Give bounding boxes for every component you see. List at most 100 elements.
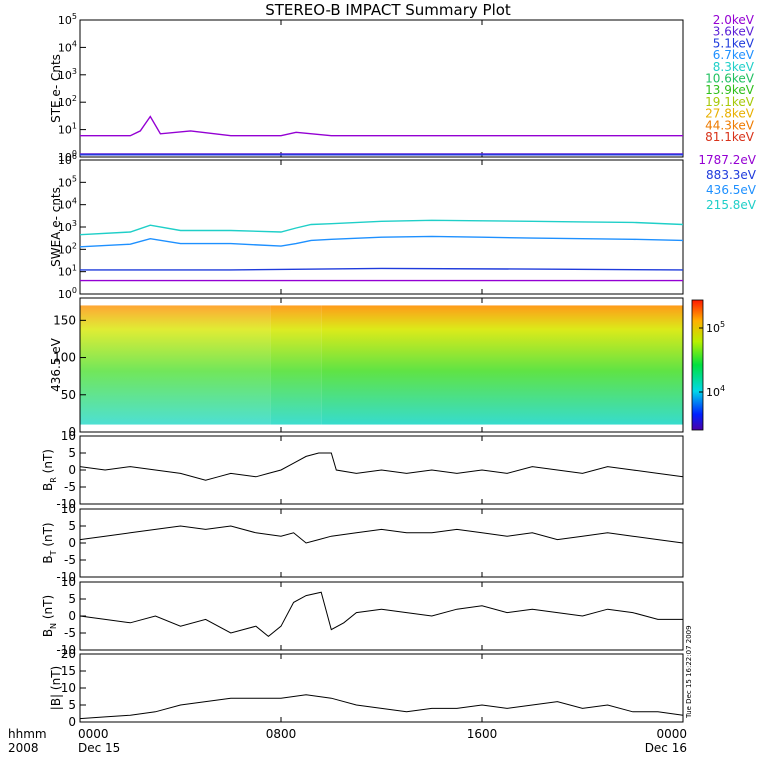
- swea-legend-entry: 883.3eV: [706, 168, 757, 182]
- swea-ytick-label: 100: [58, 286, 77, 301]
- swea-ytick-label: 103: [58, 219, 77, 234]
- heatmap-segment: [270, 305, 322, 425]
- pad-frame: [79, 297, 684, 433]
- ste-ytick-label-base: 10: [58, 124, 72, 137]
- bt-ytick-label: -10: [56, 570, 76, 584]
- bn-ytick-label: 5: [68, 592, 76, 606]
- swea-ytick-label: 101: [58, 264, 77, 279]
- swea-ytick-label-exp: 0: [72, 286, 77, 295]
- colorbar-tick-label: 105: [706, 320, 725, 335]
- bt-ytick-label: 5: [68, 519, 76, 533]
- bn-ytick-label: 10: [61, 575, 76, 589]
- ste-ytick-label-base: 10: [58, 96, 72, 109]
- bmag-ytick-label: 15: [61, 664, 76, 678]
- heatmap-segment: [321, 305, 683, 425]
- swea-ytick-label-exp: 3: [72, 219, 77, 228]
- ste-legend-entry: 8.3keV: [713, 60, 755, 74]
- swea-ytick-label: 105: [58, 174, 77, 189]
- pad-ytick-label: 50: [61, 388, 76, 402]
- x-tick-label: 0000: [78, 727, 109, 741]
- bn-ytick-label: 0: [68, 609, 76, 623]
- br-ylabel-main: B: [41, 483, 55, 491]
- bn-ylabel-sub: N: [49, 623, 58, 629]
- br-ytick-label: 0: [68, 463, 76, 477]
- pad-ylabel: 436.5 eV: [49, 337, 63, 392]
- ste-legend-entry: 3.6keV: [713, 25, 755, 39]
- bmag-ytick-label: 20: [61, 647, 76, 661]
- bt-ytick-label: 10: [61, 502, 76, 516]
- bt-ylabel: BT (nT): [41, 522, 58, 563]
- ste-frame: [79, 19, 684, 158]
- colorbar-tick-base: 10: [706, 386, 720, 399]
- bn-ytick-label: -5: [64, 626, 76, 640]
- legends-group: 2.0keV3.6keV5.1keV6.7keV8.3keV10.6keV13.…: [698, 13, 756, 212]
- swea-ytick-label-exp: 1: [72, 264, 77, 273]
- plot-title: STEREO-B IMPACT Summary Plot: [265, 1, 511, 19]
- br-field-line: [79, 452, 684, 481]
- swea-legend-entry: 436.5eV: [706, 183, 757, 197]
- bt-ylabel-unit: (nT): [41, 522, 55, 550]
- x-tick-sublabel: Dec 15: [78, 741, 120, 755]
- ste-ytick-label: 102: [58, 94, 77, 109]
- swea-ylabel: SWEA e- cnts: [49, 187, 63, 267]
- br-ylabel-unit: (nT): [41, 449, 55, 477]
- bn-ytick-label: -10: [56, 643, 76, 657]
- swea-ytick-label-exp: 6: [72, 152, 77, 161]
- x-tick-label: 0000: [656, 727, 687, 741]
- ste-ytick-label-exp: 2: [72, 94, 77, 103]
- swea-series-line: [80, 267, 684, 271]
- br-ytick-label: -5: [64, 480, 76, 494]
- ste-ytick-label-base: 10: [58, 14, 72, 27]
- x-tick-sublabel: Dec 16: [645, 741, 687, 755]
- heatmap-segment: [80, 305, 271, 425]
- ste-ytick-label-base: 10: [58, 69, 72, 82]
- swea-series-line: [79, 235, 684, 248]
- x-corner-year: 2008: [8, 741, 39, 755]
- swea-ytick-label-base: 10: [58, 176, 72, 189]
- swea-ytick-label: 102: [58, 241, 77, 256]
- ste-ytick-label: 104: [58, 39, 77, 54]
- ste-ytick-label-exp: 3: [72, 67, 77, 76]
- swea-ytick-label-exp: 2: [72, 241, 77, 250]
- ste-ytick-label-base: 10: [58, 151, 72, 164]
- swea-ytick-label-exp: 5: [72, 174, 77, 183]
- swea-ytick-label-base: 10: [58, 243, 72, 256]
- colorbar-tick-base: 10: [706, 322, 720, 335]
- bt-field-line: [79, 525, 684, 544]
- ste-ytick-label: 101: [58, 122, 77, 137]
- ste-ytick-label-base: 10: [58, 41, 72, 54]
- ste-legend-entry: 6.7keV: [713, 48, 755, 62]
- bn-frame: [79, 581, 684, 651]
- bmag-frame: [79, 653, 684, 723]
- ste-legend-entry: 5.1keV: [713, 36, 755, 50]
- ste-legend-entry: 44.3keV: [705, 118, 755, 132]
- x-tick-label: 1600: [467, 727, 498, 741]
- bt-ytick-label: 0: [68, 536, 76, 550]
- swea-ytick-label-base: 10: [58, 288, 72, 301]
- swea-ytick-label-base: 10: [58, 266, 72, 279]
- br-ylabel-sub: R: [49, 477, 58, 483]
- swea-ytick-label: 104: [58, 197, 77, 212]
- bmag-ytick-label: 0: [68, 715, 76, 729]
- ste-legend-entry: 19.1keV: [705, 95, 755, 109]
- swea-ytick-label-base: 10: [58, 221, 72, 234]
- swea-series-line: [79, 219, 684, 236]
- bmag-field-line: [79, 694, 684, 720]
- colorbar-tick-exp: 5: [720, 320, 725, 329]
- br-ytick-label: 5: [68, 446, 76, 460]
- colorbar: [691, 299, 704, 431]
- ste-legend-entry: 81.1keV: [705, 130, 755, 144]
- ste-ytick-label-exp: 0: [72, 149, 77, 158]
- pad-ytick-label: 0: [68, 425, 76, 439]
- bn-field-line: [79, 591, 683, 638]
- bmag-ytick-label: 10: [61, 681, 76, 695]
- colorbar-tick-label: 104: [706, 384, 725, 399]
- ste-legend-entry: 27.8keV: [705, 107, 755, 121]
- bn-ylabel: BN (nT): [41, 595, 58, 637]
- br-ytick-label: -10: [56, 497, 76, 511]
- colorbar-tick-exp: 4: [720, 384, 725, 393]
- ste-ytick-label: 100: [58, 149, 77, 164]
- ste-ytick-label-exp: 4: [72, 39, 77, 48]
